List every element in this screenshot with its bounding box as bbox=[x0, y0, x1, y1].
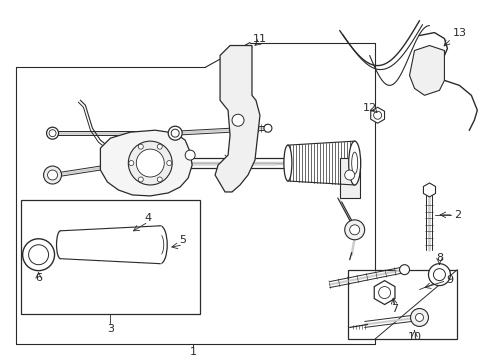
Circle shape bbox=[415, 314, 423, 321]
Circle shape bbox=[22, 239, 55, 271]
Text: 5: 5 bbox=[179, 235, 186, 245]
Circle shape bbox=[136, 149, 164, 177]
Ellipse shape bbox=[57, 231, 64, 259]
Text: 11: 11 bbox=[252, 33, 266, 44]
Circle shape bbox=[410, 309, 427, 327]
Ellipse shape bbox=[49, 130, 56, 137]
Circle shape bbox=[157, 144, 162, 149]
Circle shape bbox=[344, 170, 354, 180]
Text: 12: 12 bbox=[362, 103, 376, 113]
Text: 10: 10 bbox=[407, 332, 421, 342]
Ellipse shape bbox=[351, 152, 357, 174]
Circle shape bbox=[373, 111, 381, 119]
Circle shape bbox=[427, 264, 449, 285]
Ellipse shape bbox=[46, 127, 59, 139]
Text: 7: 7 bbox=[390, 305, 397, 315]
Circle shape bbox=[128, 141, 172, 185]
Circle shape bbox=[232, 114, 244, 126]
Bar bbox=[339, 158, 359, 198]
Ellipse shape bbox=[284, 145, 291, 181]
Circle shape bbox=[157, 177, 162, 182]
Ellipse shape bbox=[171, 129, 179, 137]
Polygon shape bbox=[215, 45, 260, 192]
Circle shape bbox=[432, 269, 445, 280]
Text: 2: 2 bbox=[453, 210, 460, 220]
Circle shape bbox=[47, 170, 58, 180]
Polygon shape bbox=[423, 183, 435, 197]
Text: 6: 6 bbox=[35, 273, 42, 283]
Text: 3: 3 bbox=[107, 324, 114, 334]
Circle shape bbox=[138, 144, 143, 149]
Circle shape bbox=[344, 220, 364, 240]
Ellipse shape bbox=[264, 124, 271, 132]
Bar bbox=[347, 270, 456, 339]
Circle shape bbox=[349, 225, 359, 235]
Circle shape bbox=[43, 166, 61, 184]
Text: 1: 1 bbox=[189, 347, 196, 357]
Bar bbox=[20, 200, 200, 315]
Circle shape bbox=[138, 177, 143, 182]
Circle shape bbox=[399, 265, 408, 275]
Circle shape bbox=[29, 245, 48, 265]
Polygon shape bbox=[100, 130, 192, 196]
Circle shape bbox=[378, 287, 390, 298]
Polygon shape bbox=[408, 45, 444, 95]
Ellipse shape bbox=[168, 126, 182, 140]
Text: 13: 13 bbox=[451, 28, 466, 37]
Circle shape bbox=[185, 150, 195, 160]
Polygon shape bbox=[373, 280, 394, 305]
Circle shape bbox=[166, 161, 171, 166]
Text: 9: 9 bbox=[445, 275, 452, 285]
Text: 4: 4 bbox=[144, 213, 152, 223]
Circle shape bbox=[128, 161, 134, 166]
Ellipse shape bbox=[157, 235, 163, 255]
Ellipse shape bbox=[153, 226, 167, 264]
Polygon shape bbox=[370, 107, 384, 123]
Ellipse shape bbox=[348, 141, 360, 185]
Text: 8: 8 bbox=[435, 253, 442, 263]
